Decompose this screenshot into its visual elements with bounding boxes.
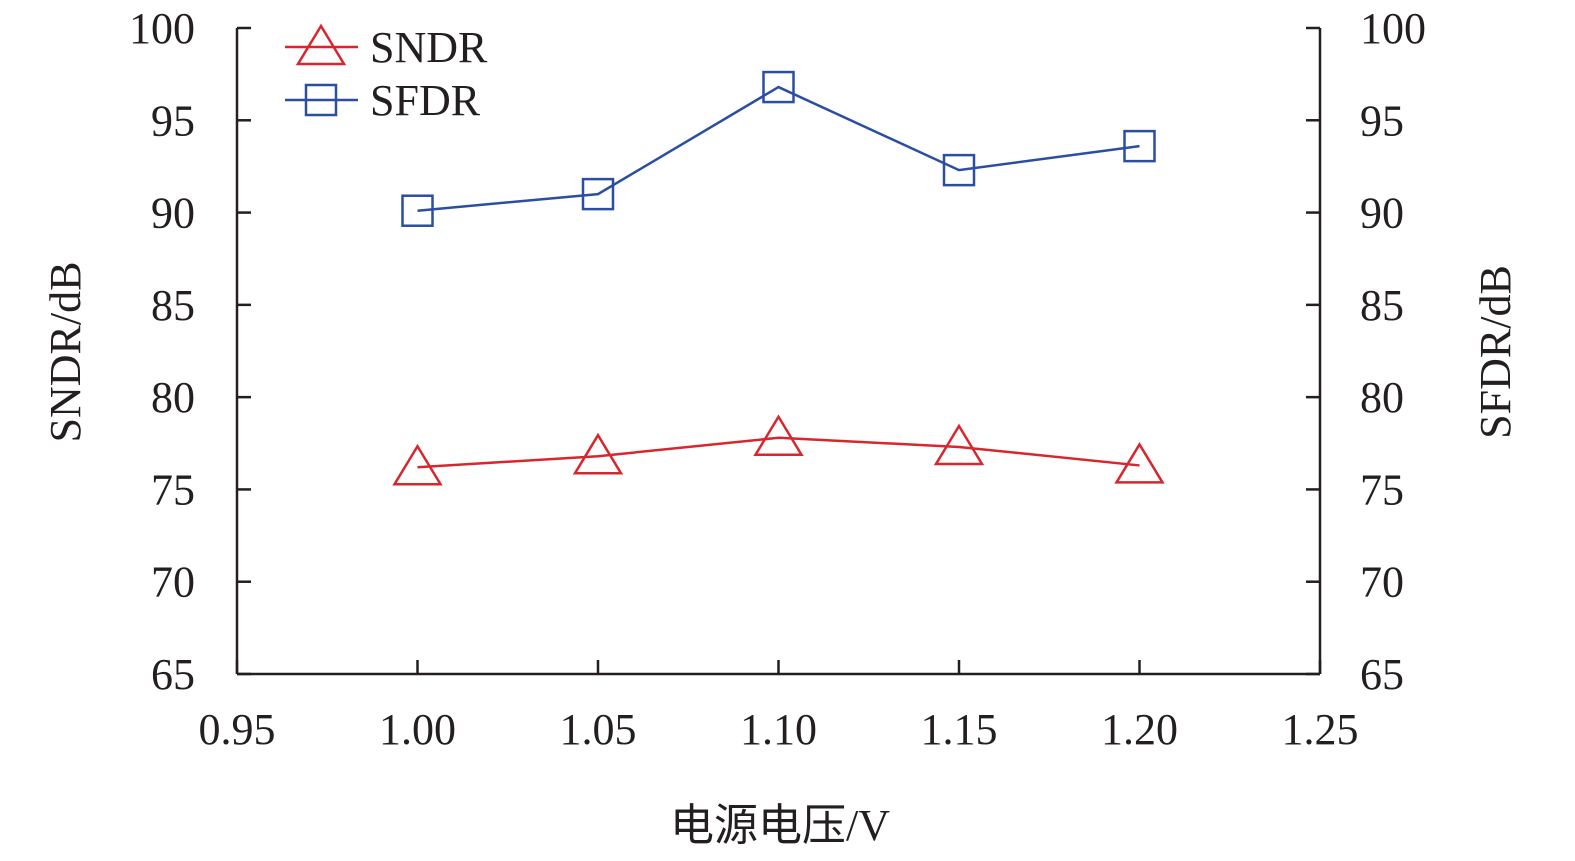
right-y-tick-label: 95 <box>1360 96 1404 145</box>
legend-marker <box>304 83 338 117</box>
x-axis-ticks: 0.95 1.00 1.05 1.10 1.15 1.20 1.25 <box>199 660 1359 754</box>
right-y-tick-label: 85 <box>1360 281 1404 330</box>
legend-item-sfdr: SFDR <box>285 76 481 125</box>
x-tick-label: 0.95 <box>199 705 276 754</box>
right-y-tick-label: 100 <box>1360 4 1426 53</box>
sndr-line <box>417 436 1140 469</box>
x-tick-label: 1.20 <box>1101 705 1178 754</box>
left-y-tick-label: 90 <box>151 189 195 238</box>
left-y-tick-label: 95 <box>151 96 195 145</box>
right-y-tick-label: 75 <box>1360 465 1404 514</box>
x-tick-label: 1.00 <box>379 705 456 754</box>
x-tick-label: 1.05 <box>560 705 637 754</box>
sfdr-point <box>762 70 795 104</box>
sfdr-point <box>942 153 976 187</box>
right-y-axis-ticks: 65 70 75 80 85 90 95 100 <box>1306 4 1426 699</box>
x-tick-label: 1.25 <box>1282 705 1359 754</box>
x-tick-label: 1.10 <box>740 705 817 754</box>
right-y-axis-title: SFDR/dB <box>1471 265 1520 439</box>
left-y-tick-label: 75 <box>151 465 195 514</box>
sfdr-point <box>401 194 434 227</box>
x-axis-title: 电源电压/V <box>670 801 890 850</box>
x-tick-label: 1.15 <box>921 705 998 754</box>
series-sndr <box>392 414 1165 486</box>
sndr-point <box>1114 442 1165 484</box>
left-y-tick-label: 100 <box>129 4 195 53</box>
sfdr-line <box>417 85 1140 212</box>
sndr-point <box>933 423 985 466</box>
sfdr-point <box>581 177 615 211</box>
right-y-tick-label: 70 <box>1360 558 1404 607</box>
legend-item-sndr: SNDR <box>285 23 488 72</box>
series-sfdr <box>401 70 1156 227</box>
legend-label: SFDR <box>370 76 481 125</box>
left-y-axis-title: SNDR/dB <box>41 262 90 443</box>
left-y-tick-label: 80 <box>151 373 195 422</box>
right-y-tick-label: 80 <box>1360 373 1404 422</box>
sndr-point <box>753 414 804 456</box>
sndr-point <box>572 432 624 475</box>
left-y-tick-label: 85 <box>151 281 195 330</box>
right-y-tick-label: 90 <box>1360 189 1404 238</box>
sndr-point <box>392 443 443 486</box>
left-y-axis-ticks: 65 70 75 80 85 90 95 100 <box>129 4 251 699</box>
left-y-tick-label: 70 <box>151 558 195 607</box>
left-y-tick-label: 65 <box>151 650 195 699</box>
legend-marker <box>295 23 347 66</box>
right-y-tick-label: 65 <box>1360 650 1404 699</box>
legend-label: SNDR <box>370 23 488 72</box>
sfdr-point <box>1123 129 1156 163</box>
series-layer <box>392 70 1165 486</box>
